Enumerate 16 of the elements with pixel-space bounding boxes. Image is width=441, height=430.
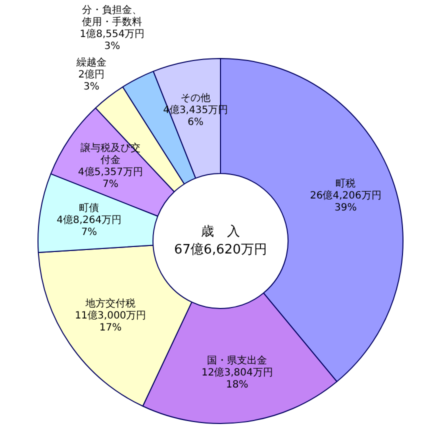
slice-label: 町債 — [79, 202, 100, 214]
data-label: 4億5,357万円 7% — [78, 166, 143, 190]
text: 歳 入 — [201, 224, 240, 240]
slice-label: その他 — [180, 92, 211, 104]
slice-label: 繰越金 — [75, 56, 106, 68]
slice-label: 町税 — [336, 178, 356, 190]
slice-label: 国・県支出金 — [207, 354, 268, 367]
data-label: 1億8,554万円 3% — [80, 28, 145, 52]
slice-label: 地方交付税 — [84, 297, 136, 310]
slice-label: 分・負担金、使用・手数料 — [82, 4, 142, 28]
data-label: 2億円 3% — [78, 68, 105, 92]
data-label: 12億3,804万円 18% — [201, 366, 273, 391]
data-label: 11億3,000万円 17% — [74, 309, 146, 334]
data-label: 4億8,264万円 7% — [56, 214, 122, 238]
text: 67億6,620万円 — [174, 242, 267, 258]
data-label: 26億4,206万円 39% — [310, 190, 382, 214]
